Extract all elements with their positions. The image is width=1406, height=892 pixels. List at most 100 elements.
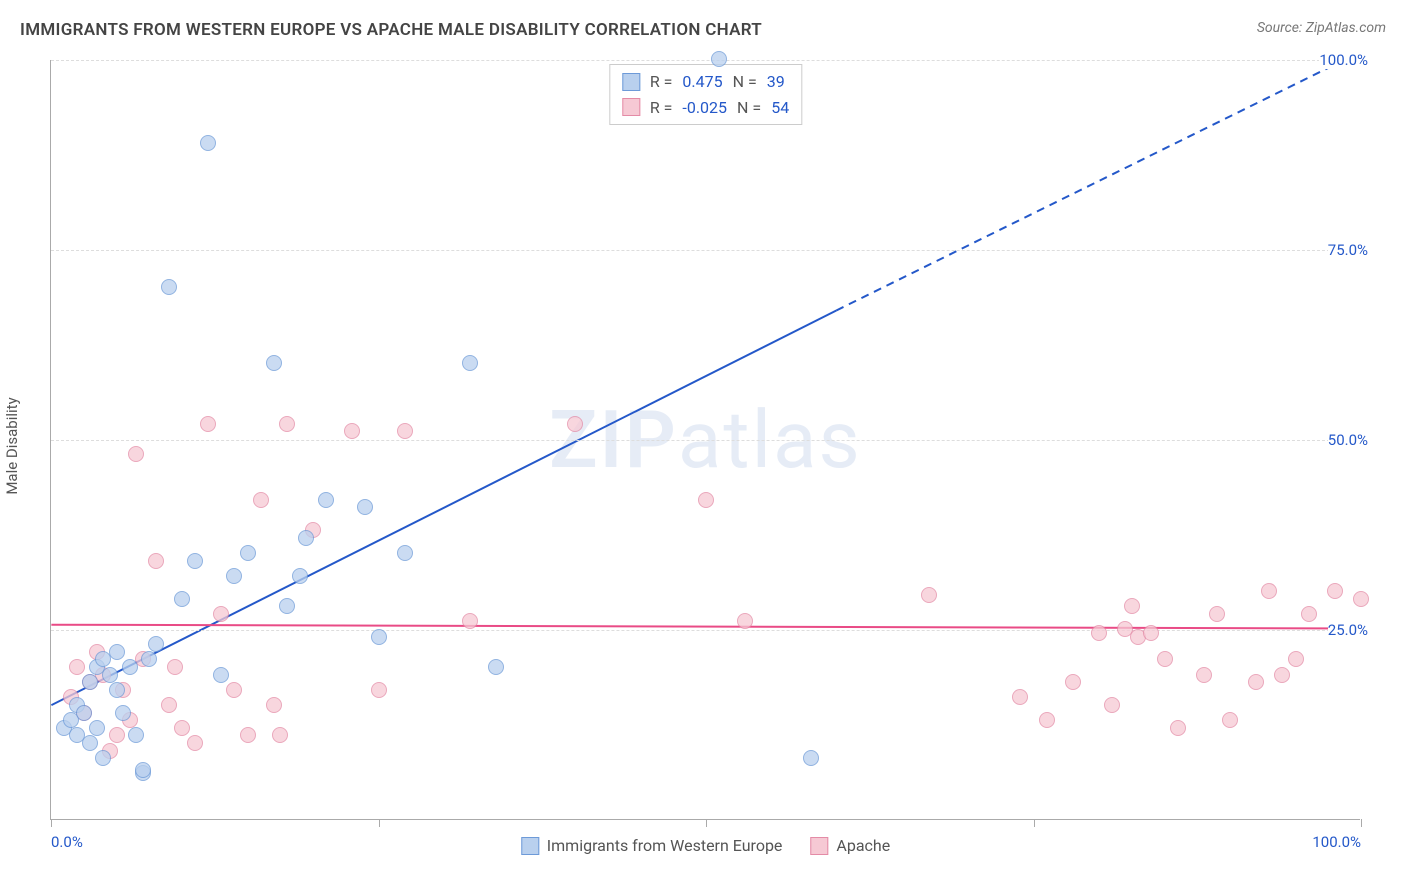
data-point bbox=[462, 613, 478, 629]
data-point bbox=[135, 762, 151, 778]
data-point bbox=[1104, 697, 1120, 713]
xtick bbox=[51, 819, 52, 827]
data-point bbox=[279, 598, 295, 614]
legend-item-1: Immigrants from Western Europe bbox=[521, 836, 783, 855]
scatter-plot: ZIPatlas R = 0.475 N = 39 R = -0.025 N =… bbox=[50, 60, 1360, 820]
data-point bbox=[82, 735, 98, 751]
data-point bbox=[89, 720, 105, 736]
data-point bbox=[344, 423, 360, 439]
data-point bbox=[1157, 651, 1173, 667]
data-point bbox=[371, 629, 387, 645]
data-point bbox=[1274, 667, 1290, 683]
data-point bbox=[1124, 598, 1140, 614]
data-point bbox=[318, 492, 334, 508]
n-label: N = bbox=[737, 95, 761, 121]
data-point bbox=[711, 51, 727, 67]
swatch-series1 bbox=[622, 73, 640, 91]
data-point bbox=[69, 659, 85, 675]
data-point bbox=[1091, 625, 1107, 641]
data-point bbox=[1222, 712, 1238, 728]
data-point bbox=[240, 545, 256, 561]
bottom-legend: Immigrants from Western Europe Apache bbox=[521, 836, 890, 855]
r-value-1: 0.475 bbox=[682, 69, 722, 95]
r-label: R = bbox=[650, 69, 673, 95]
legend-label-2: Apache bbox=[836, 836, 890, 855]
data-point bbox=[1209, 606, 1225, 622]
data-point bbox=[397, 545, 413, 561]
data-point bbox=[76, 705, 92, 721]
swatch-series1 bbox=[521, 837, 539, 855]
ytick-label: 75.0% bbox=[1328, 241, 1370, 259]
data-point bbox=[357, 499, 373, 515]
y-axis-label: Male Disability bbox=[3, 397, 21, 494]
data-point bbox=[698, 492, 714, 508]
data-point bbox=[567, 416, 583, 432]
data-point bbox=[266, 697, 282, 713]
chart-title: IMMIGRANTS FROM WESTERN EUROPE VS APACHE… bbox=[20, 20, 762, 40]
data-point bbox=[298, 530, 314, 546]
data-point bbox=[1039, 712, 1055, 728]
stats-row-2: R = -0.025 N = 54 bbox=[622, 95, 789, 121]
data-point bbox=[200, 135, 216, 151]
data-point bbox=[128, 727, 144, 743]
data-point bbox=[187, 735, 203, 751]
legend-label-1: Immigrants from Western Europe bbox=[547, 836, 783, 855]
data-point bbox=[95, 750, 111, 766]
data-point bbox=[240, 727, 256, 743]
data-point bbox=[82, 674, 98, 690]
xtick bbox=[706, 819, 707, 827]
data-point bbox=[200, 416, 216, 432]
stats-row-1: R = 0.475 N = 39 bbox=[622, 69, 789, 95]
data-point bbox=[488, 659, 504, 675]
data-point bbox=[161, 279, 177, 295]
data-point bbox=[272, 727, 288, 743]
data-point bbox=[109, 682, 125, 698]
stats-legend: R = 0.475 N = 39 R = -0.025 N = 54 bbox=[609, 64, 802, 125]
ytick-label: 50.0% bbox=[1328, 431, 1370, 449]
data-point bbox=[462, 355, 478, 371]
data-point bbox=[226, 568, 242, 584]
data-point bbox=[1012, 689, 1028, 705]
ytick-label: 100.0% bbox=[1319, 51, 1370, 69]
r-value-2: -0.025 bbox=[682, 95, 727, 121]
data-point bbox=[1170, 720, 1186, 736]
data-point bbox=[1248, 674, 1264, 690]
data-point bbox=[102, 667, 118, 683]
n-value-1: 39 bbox=[767, 69, 785, 95]
swatch-series2 bbox=[810, 837, 828, 855]
data-point bbox=[1261, 583, 1277, 599]
source-label: Source: ZipAtlas.com bbox=[1257, 20, 1386, 36]
gridline bbox=[51, 250, 1370, 251]
data-point bbox=[187, 553, 203, 569]
n-value-2: 54 bbox=[771, 95, 789, 121]
n-label: N = bbox=[733, 69, 757, 95]
data-point bbox=[161, 697, 177, 713]
data-point bbox=[1327, 583, 1343, 599]
data-point bbox=[226, 682, 242, 698]
data-point bbox=[213, 667, 229, 683]
r-label: R = bbox=[650, 95, 673, 121]
xtick bbox=[1361, 819, 1362, 827]
xtick bbox=[1034, 819, 1035, 827]
data-point bbox=[279, 416, 295, 432]
data-point bbox=[141, 651, 157, 667]
xtick bbox=[379, 819, 380, 827]
data-point bbox=[148, 553, 164, 569]
data-point bbox=[253, 492, 269, 508]
data-point bbox=[737, 613, 753, 629]
data-point bbox=[167, 659, 183, 675]
data-point bbox=[174, 591, 190, 607]
gridline bbox=[51, 440, 1370, 441]
data-point bbox=[803, 750, 819, 766]
data-point bbox=[1196, 667, 1212, 683]
data-point bbox=[122, 659, 138, 675]
data-point bbox=[115, 705, 131, 721]
data-point bbox=[1065, 674, 1081, 690]
data-point bbox=[109, 727, 125, 743]
data-point bbox=[1143, 625, 1159, 641]
data-point bbox=[292, 568, 308, 584]
data-point bbox=[128, 446, 144, 462]
data-point bbox=[109, 644, 125, 660]
legend-item-2: Apache bbox=[810, 836, 890, 855]
data-point bbox=[1353, 591, 1369, 607]
